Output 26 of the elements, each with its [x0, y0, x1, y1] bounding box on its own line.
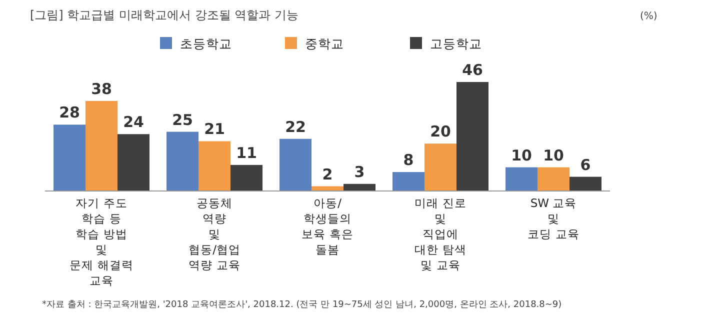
data-label: 3 — [354, 162, 365, 181]
data-label: 10 — [543, 146, 564, 164]
data-label: 8 — [403, 151, 414, 170]
data-label: 20 — [430, 122, 451, 141]
x-tick-label: 아동/ 학생들의 보육 혹은 돌봄 — [302, 196, 354, 256]
data-label: 21 — [204, 120, 225, 138]
data-label: 38 — [91, 80, 112, 98]
legend-label: 초등학교 — [180, 36, 232, 51]
legend-label: 고등학교 — [430, 36, 482, 51]
x-tick-label: SW 교육 및 코딩 교육 — [528, 196, 580, 241]
legend-label: 중학교 — [305, 36, 344, 51]
x-tick-label: 자기 주도 학습 등 학습 방법 및 문제 해결력 교육 — [70, 196, 134, 288]
text: *자료 출처 : 한국교육개발원, '2018 교육여론조사', 2018.12. (전국 만 19~75세 성인 남녀, 2,000명, 온라인 조사, 2018.8~9) — [42, 300, 562, 310]
data-label: 46 — [462, 61, 483, 79]
data-label: 24 — [123, 113, 144, 132]
text: (%) — [640, 11, 658, 22]
data-label: 11 — [236, 144, 257, 162]
data-label: 28 — [59, 104, 80, 122]
data-label: 25 — [172, 110, 193, 129]
data-label: 2 — [322, 165, 333, 184]
x-tick-label: 공동체 역량 및 협동/협업 역량 교육 — [188, 196, 240, 272]
x-tick-label: 미래 진로 및 직업에 대한 탐색 및 교육 — [414, 196, 466, 272]
data-label: 22 — [285, 118, 306, 136]
data-label: 6 — [580, 156, 591, 174]
chart-title: [그림] 학교급별 미래학교에서 강조될 역할과 기능 — [30, 8, 298, 22]
data-label: 10 — [511, 146, 532, 164]
